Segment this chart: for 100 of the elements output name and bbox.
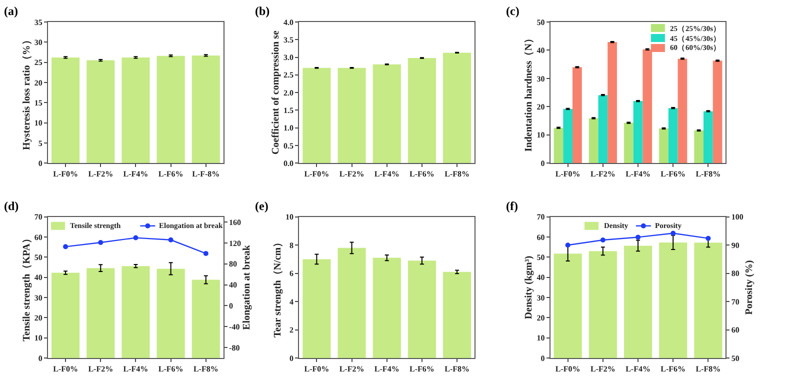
bar [86, 268, 115, 358]
y-tick-label: 8 [290, 240, 294, 250]
y-tick-label: 50 [34, 253, 42, 262]
point [565, 242, 570, 248]
x-tick-label: L-F6% [158, 364, 184, 374]
y-tick-label: 30 [34, 38, 42, 47]
y2-tick-label: -40 [229, 322, 240, 332]
y2-tick-label: 60 [731, 326, 740, 335]
point [168, 237, 174, 242]
y-tick-label: 10 [34, 118, 42, 128]
chart-title: (a) [4, 4, 18, 18]
point [133, 235, 138, 240]
y-tick-label: 0 [540, 158, 545, 168]
chart-title: (c) [506, 4, 520, 18]
y-tick-label: 50 [536, 18, 545, 27]
y-tick-label: 0 [540, 354, 545, 363]
y-tick-label: 0.0 [284, 158, 294, 168]
y-tick-label: 40 [536, 46, 545, 56]
y-tick-label: 20 [536, 102, 545, 112]
bar [122, 266, 150, 358]
x-tick-label: L-F2% [88, 364, 114, 374]
x-tick-label: L-F2% [590, 364, 616, 374]
y2-tick-label: 90 [731, 240, 740, 250]
y-tick-label: 0.5 [284, 141, 294, 150]
x-tick-label: L-F0% [53, 170, 78, 179]
y-tick-label: 4.0 [284, 18, 294, 27]
x-tick-label: L-F0% [555, 170, 580, 179]
y-tick-label: 5 [38, 138, 42, 148]
y-axis-title: Coefficient of compression se [270, 30, 282, 155]
x-tick-label: L-F8% [444, 170, 470, 179]
y-tick-label: 70 [34, 212, 42, 222]
x-tick-label: L-F4% [626, 364, 650, 374]
x-tick-label: L-F2% [590, 170, 616, 179]
bar [712, 60, 722, 164]
bar [372, 258, 401, 358]
y-axis-title: Density (kgm³) [524, 256, 535, 320]
bar [633, 101, 643, 164]
bar [408, 58, 436, 164]
y2-tick-label: 100 [731, 212, 744, 222]
x-tick-label: L-F6% [410, 364, 434, 374]
y2-tick-label: 70 [731, 297, 740, 306]
y-axis-title: Tear strength（N/cm） [272, 237, 284, 338]
bar [408, 260, 436, 358]
y-tick-label: 3.0 [284, 53, 294, 62]
chart-title: (d) [4, 199, 19, 213]
bar [668, 108, 678, 164]
y2-tick-label: 160 [229, 218, 242, 227]
y-axis-title: Tensile strength（KPA） [21, 233, 32, 342]
point [636, 234, 641, 240]
y-tick-label: 2 [290, 326, 294, 335]
bar [443, 52, 472, 164]
x-tick-label: L-F0% [555, 364, 580, 374]
x-tick-label: L-F6% [660, 170, 686, 179]
bar [694, 130, 704, 164]
bar [678, 58, 688, 164]
y-tick-label: 50 [536, 253, 545, 262]
y-tick-label: 20 [34, 313, 42, 322]
y-tick-label: 20 [536, 313, 545, 322]
y2-tick-label: 80 [731, 269, 740, 278]
bar [624, 122, 634, 164]
bar [302, 68, 331, 164]
x-tick-label: L-F8% [193, 364, 218, 374]
x-tick-label: L-F6% [158, 170, 184, 179]
y-tick-label: 6 [290, 269, 294, 278]
x-tick-label: L-F4% [123, 364, 148, 374]
x-tick-label: L-F4% [374, 170, 400, 179]
x-tick-label: L-F2% [88, 170, 114, 179]
x-tick-label: L-F4% [123, 170, 148, 179]
bar [659, 128, 668, 164]
bar [338, 248, 366, 358]
bar [338, 68, 366, 164]
x-tick-label: L-F6% [410, 170, 434, 179]
y-tick-label: 60 [536, 232, 545, 242]
point [670, 230, 676, 236]
y2-tick-label: 40 [229, 280, 238, 290]
y-tick-label: 2.5 [284, 70, 294, 80]
y-tick-label: 2.0 [284, 88, 294, 98]
x-tick-label: L-F8% [696, 364, 721, 374]
bar [52, 272, 80, 358]
chart-title: (f) [506, 199, 518, 213]
bar [372, 64, 401, 164]
y-tick-label: 10 [536, 130, 545, 140]
bar [598, 95, 608, 164]
y-tick-label: 1.0 [284, 124, 294, 133]
bar [443, 272, 472, 358]
bar [704, 111, 713, 164]
x-tick-label: L-F0% [304, 170, 330, 179]
y2-tick-label: 0 [229, 302, 234, 311]
y-tick-label: 3.5 [284, 35, 294, 44]
point [600, 238, 606, 243]
x-tick-label: L-F0% [304, 364, 330, 374]
bar [156, 268, 185, 358]
y-tick-label: 15 [34, 98, 42, 108]
y-tick-label: 20 [34, 78, 42, 88]
bar [554, 128, 564, 164]
y-tick-label: 30 [34, 293, 42, 302]
point [203, 250, 208, 256]
y2-axis-title: Porosity (%) [744, 260, 755, 315]
bar [192, 280, 220, 358]
point [98, 240, 104, 245]
